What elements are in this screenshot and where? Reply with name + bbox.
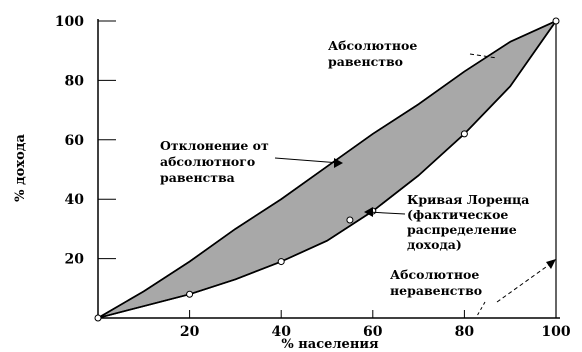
annotation-inequality-arrowhead-up	[546, 259, 556, 269]
y-tick-label: 40	[65, 192, 85, 208]
annotation-deviation-arrowhead	[334, 158, 343, 168]
ticks-layer: 20 40 60 80 100 20 40 60 80 100	[55, 14, 571, 340]
x-tick-label: 40	[271, 324, 291, 340]
annotation-lorenz-line-1: Кривая Лоренца	[407, 192, 529, 207]
x-tick-label: 20	[180, 324, 200, 340]
y-axis-title: % дохода	[13, 134, 28, 202]
y-tick-label: 60	[65, 133, 85, 149]
annotation-inequality: Абсолютное неравенство	[390, 259, 556, 317]
curve-point	[277, 258, 285, 266]
curve-point	[552, 17, 560, 25]
curve-point	[460, 130, 468, 138]
annotation-lorenz-line-3: распределение	[407, 222, 517, 237]
annotation-deviation-line-1: Отклонение от	[160, 138, 269, 153]
y-tick-label: 80	[65, 73, 85, 89]
annotation-inequality-line-1: Абсолютное	[390, 267, 479, 282]
annotation-lorenz-line-2: (фактическое	[407, 207, 508, 222]
annotation-lorenz: Кривая Лоренца (фактическое распределени…	[364, 192, 529, 252]
annotation-equality-arrow	[469, 53, 498, 59]
x-tick-label: 60	[363, 324, 383, 340]
annotation-inequality-line-2: неравенство	[390, 283, 482, 298]
annotation-inequality-arrow-up	[496, 261, 554, 303]
curve-point	[94, 314, 102, 322]
annotation-lorenz-arrowhead	[364, 207, 373, 217]
annotation-deviation-line-3: равенства	[160, 170, 235, 185]
y-tick-label: 20	[65, 252, 85, 268]
annotation-equality-line-2: равенство	[328, 54, 403, 69]
annotation-equality: Абсолютное равенство	[328, 38, 498, 69]
lorenz-curve	[97, 20, 557, 319]
curve-point	[346, 216, 354, 224]
annotation-lorenz-arrow	[367, 211, 406, 215]
x-tick-label: 100	[541, 324, 570, 340]
annotation-deviation-line-2: абсолютного	[160, 154, 255, 169]
annotation-inequality-arrow-down	[476, 301, 486, 317]
annotation-deviation-arrow	[274, 157, 341, 164]
curve-point	[186, 290, 194, 298]
x-tick-label: 80	[455, 324, 475, 340]
x-axis-title: % населения	[281, 337, 379, 352]
annotation-deviation: Отклонение от абсолютного равенства	[160, 138, 343, 185]
y-tick-label: 100	[55, 14, 84, 30]
annotation-equality-line-1: Абсолютное	[328, 38, 417, 53]
annotation-lorenz-line-4: дохода)	[407, 237, 462, 252]
equality-line	[97, 20, 557, 319]
axes-layer	[97, 19, 560, 319]
